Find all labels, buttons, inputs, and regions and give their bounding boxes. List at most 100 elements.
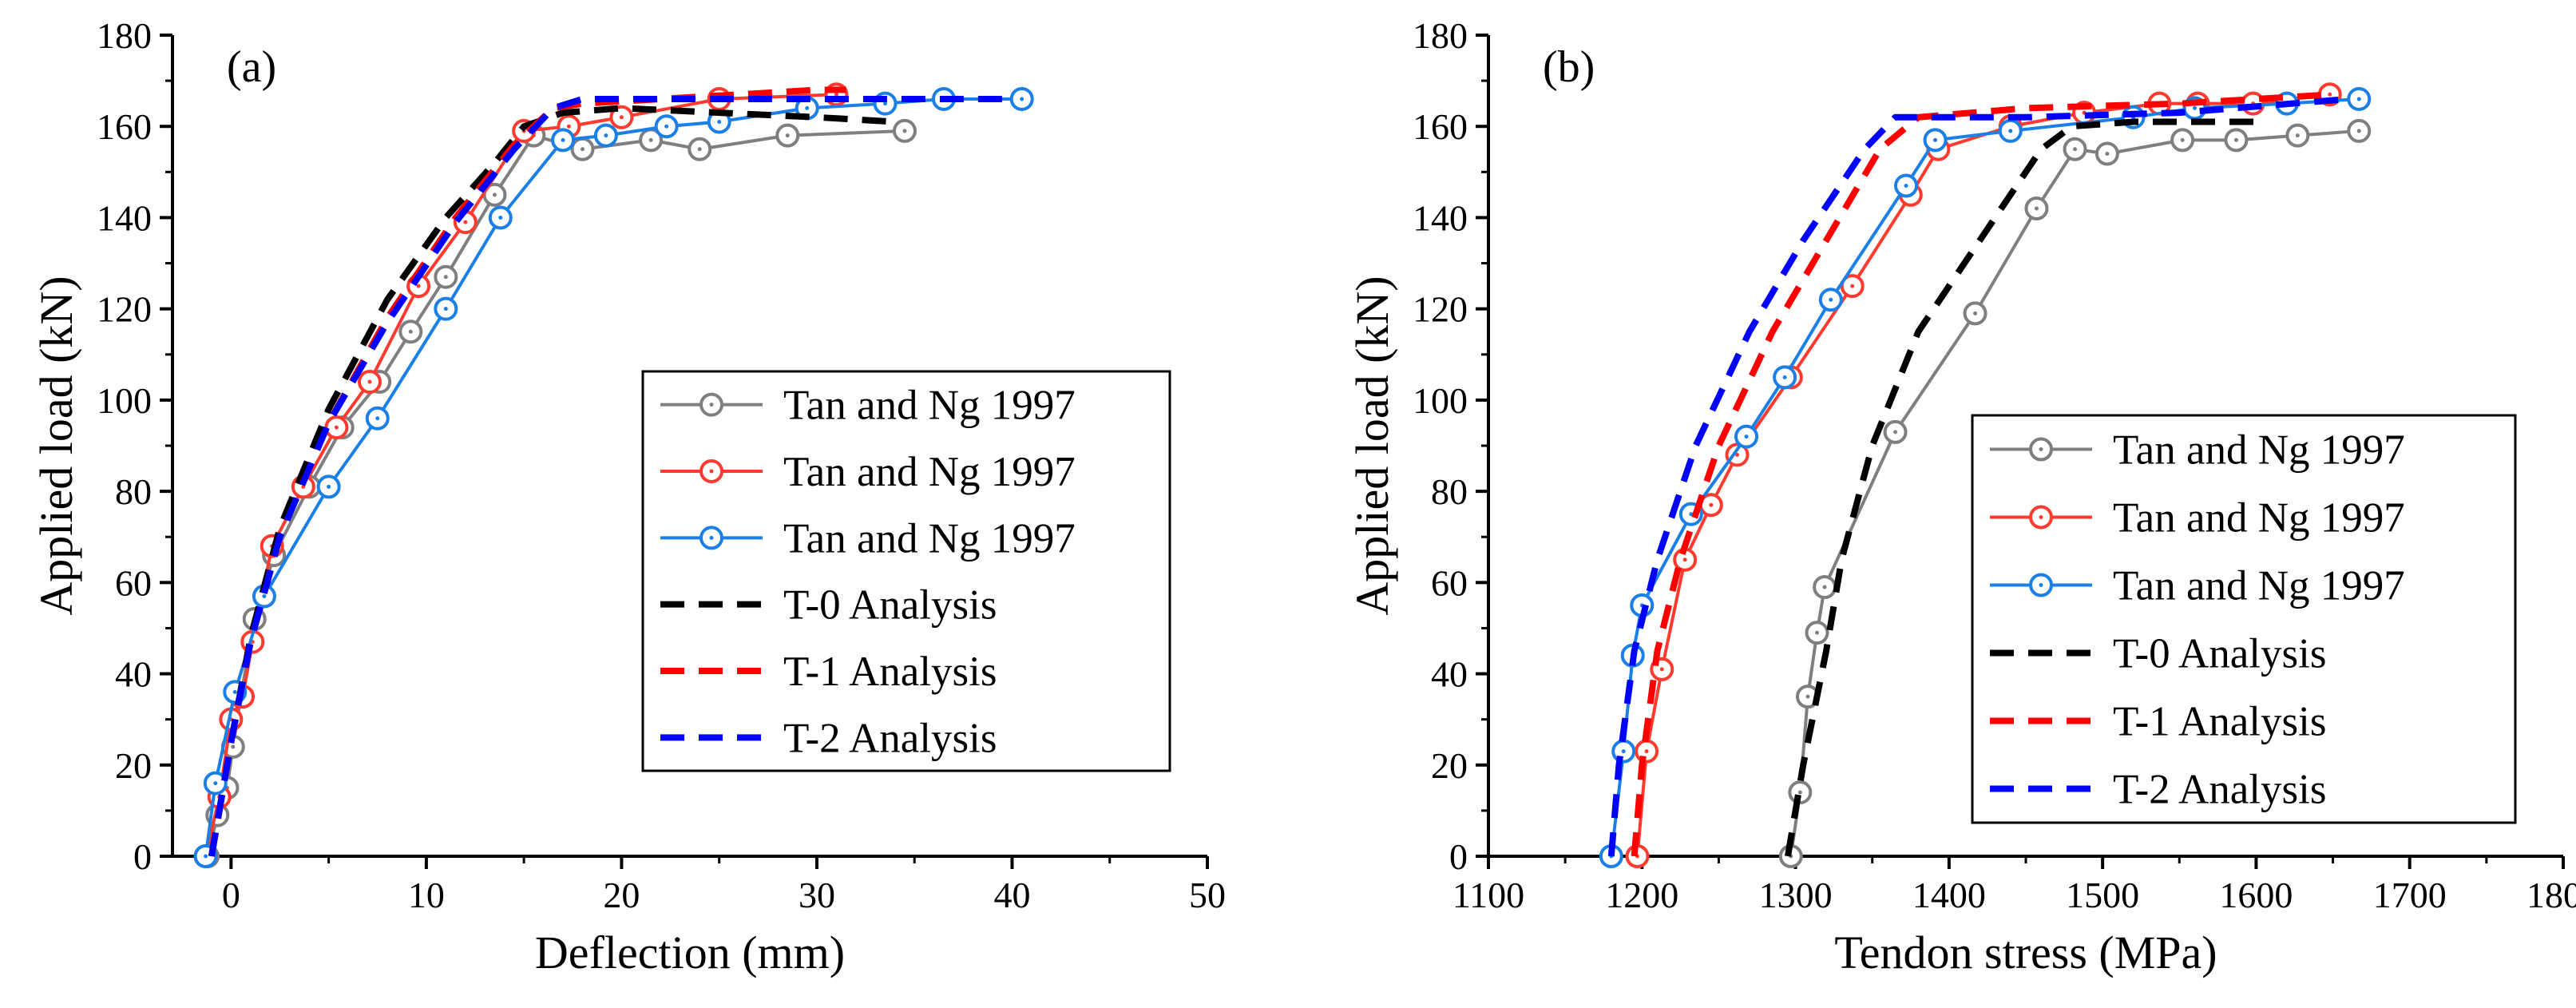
y-tick-label: 40 — [1431, 654, 1468, 695]
x-axis-title: Tendon stress (MPa) — [1834, 927, 2217, 978]
data-point-center — [717, 120, 722, 125]
y-tick-label: 140 — [97, 197, 152, 238]
data-point-center — [805, 105, 810, 110]
legend-marker-center — [2039, 583, 2043, 587]
x-tick-label: 10 — [408, 875, 445, 915]
y-tick-label: 0 — [133, 836, 152, 877]
data-point-center — [327, 484, 331, 489]
legend-label: T-0 Analysis — [783, 582, 997, 629]
data-point-center — [443, 307, 448, 312]
y-tick-label: 0 — [1449, 836, 1468, 877]
legend-marker-center — [709, 535, 714, 540]
data-point-center — [262, 593, 267, 598]
series-line-test-1 — [204, 93, 837, 857]
y-tick-label: 180 — [1413, 15, 1468, 56]
legend-label: T-2 Analysis — [2113, 767, 2326, 813]
y-tick-label: 20 — [1431, 745, 1468, 786]
data-point-center — [213, 781, 218, 786]
y-axis-title: Applied load (kN) — [1346, 276, 1398, 615]
x-tick-label: 30 — [799, 875, 835, 915]
data-point-center — [334, 425, 339, 430]
data-point-center — [883, 101, 888, 106]
data-point-center — [1735, 452, 1740, 457]
data-point-center — [232, 689, 237, 694]
data-point-center — [367, 379, 372, 384]
y-tick-label: 140 — [1413, 197, 1468, 238]
data-point-center — [2008, 129, 2013, 133]
x-tick-label: 20 — [603, 875, 640, 915]
data-point-center — [2233, 137, 2238, 142]
data-point-center — [566, 124, 571, 129]
data-point-center — [1850, 284, 1855, 288]
data-point-center — [2193, 105, 2198, 110]
data-point-center — [1644, 749, 1649, 754]
panel-label: (b) — [1543, 42, 1595, 92]
legend-label: T-2 Analysis — [783, 715, 997, 761]
data-point-center — [1822, 585, 1827, 589]
legend-label: Tan and Ng 1997 — [783, 383, 1076, 429]
y-tick-label: 20 — [115, 745, 152, 786]
data-point-center — [619, 115, 624, 120]
legend-label: Tan and Ng 1997 — [2113, 495, 2405, 542]
x-tick-label: 50 — [1189, 875, 1226, 915]
x-tick-label: 1300 — [1759, 875, 1833, 915]
series-line-test-1 — [1635, 93, 2330, 857]
data-point-center — [408, 329, 413, 334]
x-axis-title: Deflection (mm) — [535, 927, 845, 978]
data-point-center — [697, 147, 702, 152]
legend-box — [1971, 414, 2517, 824]
data-point-center — [2295, 133, 2300, 138]
data-point-center — [2073, 147, 2078, 152]
series-line-t-2-analysis — [208, 95, 1013, 857]
data-point-center — [604, 133, 608, 138]
legend-label: Tan and Ng 1997 — [783, 515, 1076, 562]
legend-marker-center — [2039, 447, 2043, 451]
legend-label: Tan and Ng 1997 — [783, 449, 1076, 495]
data-point-center — [2328, 92, 2332, 97]
y-tick-label: 40 — [115, 654, 152, 695]
series-line-t-1-analysis — [1631, 91, 2333, 857]
data-point-center — [2356, 97, 2361, 101]
data-point-center — [2356, 129, 2361, 133]
y-tick-label: 60 — [115, 562, 152, 603]
data-point-center — [2105, 151, 2110, 156]
legend-label: T-0 Analysis — [2113, 631, 2326, 677]
panel-a-chart: 0 10 20 30 40 50 0 20 40 60 80 100 120 140 160 180 Defle… — [30, 15, 1226, 978]
legend-box — [641, 370, 1171, 772]
x-tick-label: 1700 — [2373, 875, 2447, 915]
data-point-center — [1744, 435, 1749, 439]
y-axis-title: Applied load (kN) — [30, 276, 82, 615]
y-tick-label: 100 — [1413, 380, 1468, 421]
data-point-center — [1814, 630, 1819, 635]
legend-label: Tan and Ng 1997 — [2113, 563, 2405, 609]
data-point-center — [204, 854, 208, 859]
legend-label: T-1 Analysis — [783, 649, 997, 695]
data-point-center — [581, 147, 585, 152]
x-tick-label: 1600 — [2219, 875, 2293, 915]
x-tick-label: 0 — [222, 875, 240, 915]
data-point-center — [1659, 667, 1664, 672]
series-line-t-2-analysis — [1607, 95, 2349, 857]
data-point-center — [1682, 558, 1687, 562]
x-tick-label: 1200 — [1605, 875, 1678, 915]
legend-marker-center — [709, 403, 714, 407]
data-point-center — [1782, 375, 1787, 379]
data-point-center — [561, 137, 565, 142]
data-point-center — [416, 284, 421, 288]
x-tick-label: 1100 — [1452, 875, 1524, 915]
data-point-center — [443, 275, 448, 280]
legend-label: T-1 Analysis — [2113, 699, 2326, 745]
legend-marker-center — [709, 469, 714, 474]
y-tick-label: 160 — [97, 106, 152, 147]
y-tick-label: 120 — [97, 289, 152, 330]
data-point-center — [1805, 694, 1810, 699]
data-point-center — [1829, 297, 1833, 302]
y-tick-label: 60 — [1431, 562, 1468, 603]
legend-marker-center — [2039, 515, 2043, 519]
data-point-center — [785, 133, 790, 138]
data-point-center — [1709, 502, 1714, 507]
y-tick-label: 80 — [115, 471, 152, 512]
